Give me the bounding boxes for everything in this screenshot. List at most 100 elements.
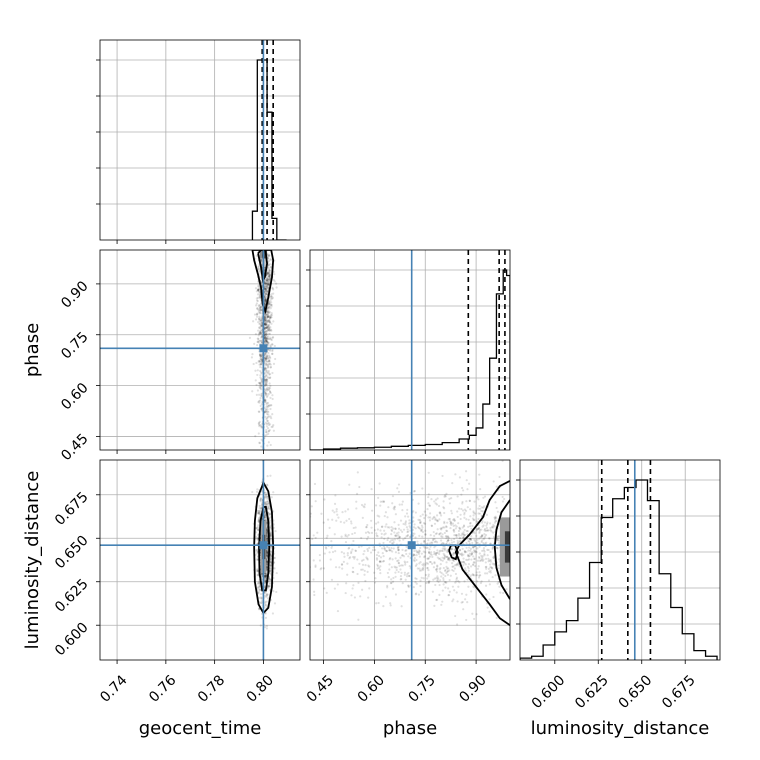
sample-point [354, 549, 358, 553]
sample-point [492, 523, 495, 526]
sample-point [256, 299, 259, 303]
sample-point [426, 567, 429, 570]
sample-point [394, 534, 397, 537]
sample-point [272, 491, 275, 494]
sample-point [488, 522, 492, 525]
sample-point [267, 279, 270, 282]
sample-point [265, 355, 269, 358]
sample-point [465, 529, 468, 533]
sample-point [264, 334, 267, 337]
sample-point [473, 557, 476, 560]
sample-point [256, 569, 259, 573]
sample-point [268, 373, 272, 376]
sample-point [266, 337, 269, 340]
sample-point [477, 576, 481, 579]
sample-point [256, 373, 259, 377]
sample-point [478, 559, 482, 562]
sample-point [479, 488, 482, 491]
sample-point [475, 520, 478, 523]
sample-point [318, 553, 321, 557]
sample-point [478, 537, 481, 540]
sample-point [412, 558, 416, 562]
sample-point [264, 319, 267, 322]
sample-point [255, 361, 258, 365]
sample-point [333, 511, 336, 514]
sample-point [265, 392, 268, 395]
sample-point [439, 559, 443, 562]
sample-point [314, 536, 317, 540]
tick-label-y: 0.625 [52, 576, 92, 616]
sample-point [268, 272, 271, 275]
sample-point [263, 454, 265, 456]
sample-point [366, 558, 369, 561]
sample-point [412, 526, 416, 529]
sample-point [258, 295, 261, 298]
sample-point [268, 319, 271, 323]
sample-point [266, 597, 270, 600]
sample-point [445, 565, 448, 568]
sample-point [269, 537, 272, 540]
sample-point [420, 569, 423, 572]
sample-point [267, 421, 270, 425]
sample-point [474, 540, 477, 543]
sample-point [270, 313, 274, 317]
sample-point [432, 578, 435, 581]
sample-point [479, 535, 482, 538]
sample-point [305, 561, 307, 563]
sample-point [366, 570, 369, 573]
sample-point [267, 337, 270, 341]
sample-point [467, 585, 470, 588]
sample-point [266, 427, 270, 430]
sample-point [485, 593, 488, 596]
sample-point [480, 534, 484, 537]
sample-point [344, 540, 348, 544]
sample-point [472, 549, 476, 552]
sample-point [423, 555, 426, 558]
sample-point [264, 313, 267, 316]
sample-point [264, 364, 267, 367]
sample-point [264, 351, 267, 355]
sample-point [485, 526, 488, 530]
sample-point [259, 404, 262, 407]
sample-point [255, 558, 258, 561]
sample-point [431, 590, 434, 593]
sample-point [429, 545, 432, 548]
sample-point [457, 561, 460, 564]
sample-point [271, 371, 274, 375]
sample-point [468, 540, 471, 543]
sample-point [456, 515, 459, 519]
sample-point [458, 527, 461, 530]
sample-point [465, 618, 468, 622]
sample-point [465, 546, 468, 549]
sample-point [441, 549, 444, 553]
sample-point [464, 598, 467, 601]
sample-point [373, 548, 377, 552]
sample-point [392, 540, 395, 544]
sample-point [260, 573, 263, 576]
sample-point [270, 403, 273, 407]
sample-point [265, 403, 268, 406]
sample-point [268, 390, 272, 393]
sample-point [355, 492, 359, 495]
sample-point [463, 534, 467, 537]
contour-line [253, 480, 275, 615]
sample-point [263, 576, 267, 579]
sample-point [269, 365, 273, 369]
sample-point [467, 549, 470, 552]
sample-point [256, 288, 260, 291]
sample-point [489, 542, 492, 545]
sample-point [267, 328, 270, 332]
sample-point [391, 587, 395, 590]
sample-point [399, 519, 403, 522]
sample-point [445, 571, 448, 575]
sample-point [479, 573, 482, 577]
sample-point [446, 573, 450, 576]
sample-point [264, 288, 267, 291]
sample-point [256, 296, 260, 299]
sample-point [265, 357, 268, 360]
sample-point [252, 320, 255, 323]
sample-point [265, 431, 268, 434]
sample-point [267, 430, 270, 433]
sample-point [268, 275, 271, 278]
sample-point [256, 340, 260, 343]
